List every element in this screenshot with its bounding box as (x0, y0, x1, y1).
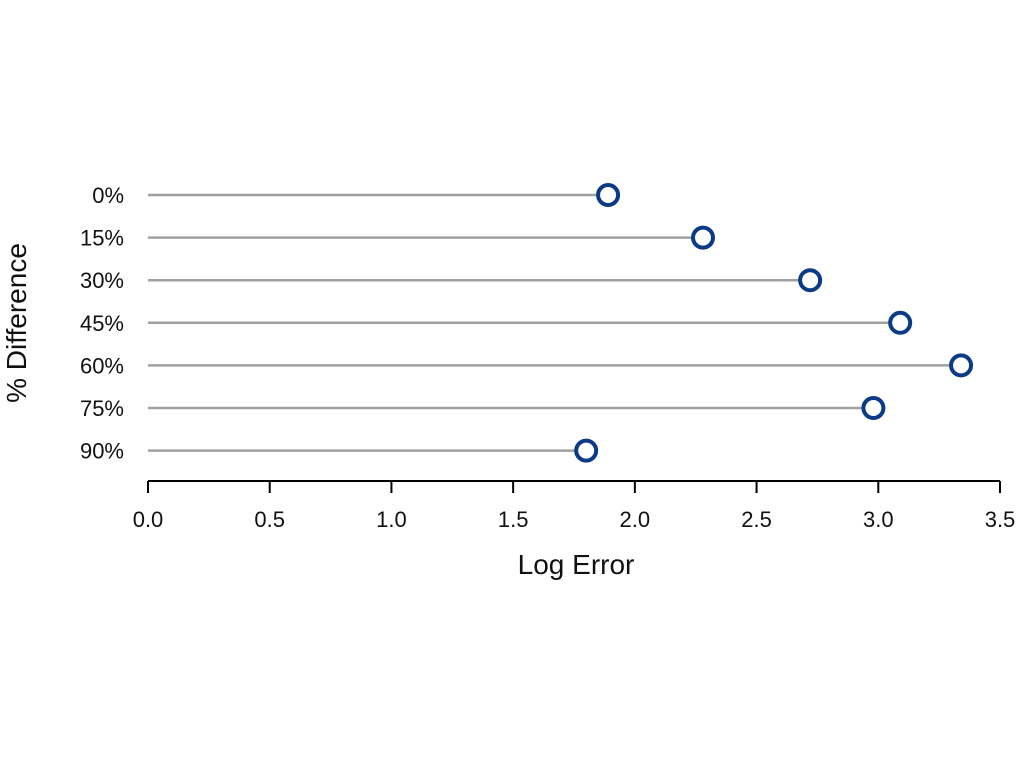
x-tick-label: 3.0 (863, 507, 894, 532)
x-axis (147, 480, 1001, 493)
y-tick-label: 45% (80, 311, 124, 336)
y-tick-labels: 0% 15% 30% 45% 60% 75% 90% (80, 183, 124, 464)
data-point (691, 225, 716, 250)
y-axis-title: % Difference (1, 243, 32, 403)
x-tick-label: 2.5 (741, 507, 772, 532)
y-tick-label: 90% (80, 439, 124, 464)
data-point (596, 183, 621, 207)
y-tick-label: 0% (92, 183, 124, 208)
data-point (949, 353, 974, 378)
y-tick-label: 75% (80, 396, 124, 421)
markers-layer (574, 183, 974, 463)
x-tick-label: 0.0 (133, 507, 164, 532)
x-tick-label: 1.0 (376, 507, 407, 532)
data-point (798, 268, 823, 293)
y-tick-label: 30% (80, 268, 124, 293)
x-tick-label: 2.0 (620, 507, 651, 532)
y-tick-label: 15% (80, 226, 124, 251)
x-tick-label: 3.5 (985, 507, 1016, 532)
data-point (574, 438, 599, 463)
stems-layer (148, 193, 962, 452)
y-tick-label: 60% (80, 353, 124, 378)
x-tick-labels: 0.0 0.5 1.0 1.5 2.0 2.5 3.0 3.5 (133, 507, 1016, 532)
data-point (861, 396, 886, 420)
x-tick-label: 1.5 (498, 507, 529, 532)
x-tick-label: 0.5 (254, 507, 285, 532)
data-point (888, 310, 913, 335)
x-axis-title: Log Error (518, 549, 635, 580)
